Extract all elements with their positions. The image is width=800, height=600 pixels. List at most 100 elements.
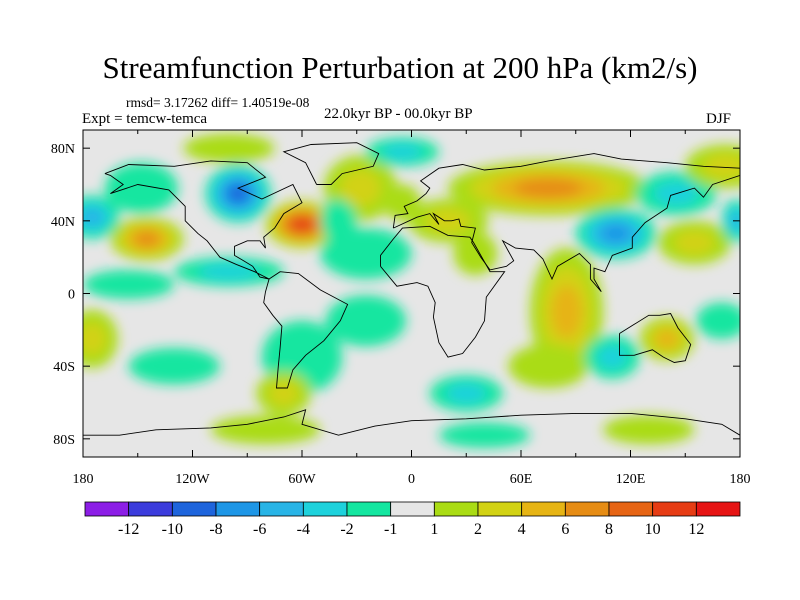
period-label: 22.0kyr BP - 00.0kyr BP — [324, 106, 473, 122]
stats-label: rmsd= 3.17262 diff= 1.40519e-08 — [126, 95, 310, 110]
colorbar-label: 12 — [688, 521, 704, 538]
anomaly-contour — [602, 224, 630, 243]
colorbar-swatch — [128, 501, 173, 517]
anomaly-blob-22 — [639, 317, 695, 361]
coastline-greenland — [282, 142, 380, 185]
anomaly-contour — [104, 162, 178, 214]
anomaly-blob-0 — [205, 164, 271, 223]
anomaly-contour — [292, 218, 312, 231]
anomaly-contour — [320, 228, 412, 279]
anomaly-blob-21 — [508, 344, 589, 388]
anomaly-blob-33 — [438, 422, 531, 448]
colorbar-swatch — [652, 501, 697, 517]
anomaly-contour — [381, 143, 423, 160]
colorbar-swatch — [433, 501, 479, 517]
anomaly-blob-30 — [429, 375, 503, 412]
anomaly-blob-25 — [83, 309, 118, 368]
colorbar-label: -12 — [118, 521, 139, 538]
coastline-antarctica — [83, 409, 740, 436]
anomaly-blob-2 — [110, 217, 184, 261]
experiment-label: Expt = temcw-temca — [82, 111, 208, 127]
anomaly-blob-1 — [265, 200, 339, 249]
anomaly-contour — [83, 208, 104, 227]
colorbar-swatch — [390, 501, 435, 517]
anomaly-contour — [508, 344, 589, 388]
anomaly-contour — [325, 295, 407, 347]
anomaly-contour — [228, 184, 248, 203]
colorbar-label: -6 — [253, 521, 266, 538]
x-tick-label: 60E — [510, 472, 533, 487]
anomaly-blob-34 — [183, 133, 275, 163]
coastlines — [83, 142, 740, 436]
coastline-australia — [619, 313, 692, 363]
y-axis: 80N 40N 0 40S 80S — [51, 142, 740, 448]
anomaly-blob-11 — [453, 231, 498, 276]
anomaly-blob-20 — [530, 248, 604, 376]
anomaly-blob-6 — [384, 184, 421, 221]
colorbar-label: -8 — [209, 521, 222, 538]
colorbar-label: -2 — [340, 521, 353, 538]
anomaly-contour — [268, 381, 300, 406]
x-axis: 180 120W 60W 0 60E 120E 180 — [73, 130, 751, 487]
anomaly-blob-24 — [696, 302, 740, 339]
colorbar-swatch — [695, 501, 741, 517]
colorbar-swatch — [346, 501, 392, 517]
coastline-africa — [380, 225, 506, 358]
coastline-south-america — [263, 271, 349, 389]
y-tick-label: 80S — [53, 433, 75, 448]
anomaly-blob-31 — [210, 415, 321, 445]
colorbar-label: 10 — [645, 521, 661, 538]
colorbar-label: 2 — [474, 521, 482, 538]
colorbar-label: 8 — [605, 521, 613, 538]
colorbar-label: 6 — [561, 521, 569, 538]
anomaly-blob-29 — [325, 295, 407, 347]
colorbar-swatch — [259, 501, 304, 517]
anomaly-contour — [183, 133, 275, 163]
y-tick-label: 40N — [51, 215, 75, 230]
anomaly-contour — [445, 383, 487, 404]
x-tick-label: 0 — [408, 472, 415, 487]
anomaly-blob-8 — [365, 137, 439, 167]
colorbar: -12 -10 -8 -6 -4 -2 -1 1 2 4 6 8 10 12 — [84, 501, 741, 538]
y-tick-label: 80N — [51, 142, 75, 157]
x-tick-label: 120E — [616, 472, 646, 487]
anomaly-blob-28 — [256, 371, 312, 416]
colorbar-label: 1 — [430, 521, 438, 538]
anomaly-blob-14 — [685, 144, 740, 189]
anomaly-contour — [384, 184, 421, 221]
colorbar-label: -10 — [162, 521, 183, 538]
anomaly-contour — [198, 263, 260, 280]
coastline-north-america — [104, 160, 303, 280]
anomaly-blob-23 — [584, 335, 640, 379]
anomaly-contour — [596, 344, 628, 370]
anomaly-blob-15 — [657, 220, 731, 265]
anomaly-contour — [210, 415, 321, 445]
anomaly-contour — [83, 322, 107, 356]
x-tick-label: 180 — [73, 472, 94, 487]
anomaly-contour — [514, 178, 583, 198]
colorbar-label: -1 — [384, 521, 397, 538]
anomaly-contour — [339, 169, 381, 207]
y-tick-label: 40S — [53, 360, 75, 375]
colorbar-swatch — [608, 501, 654, 517]
anomaly-blob-26 — [128, 348, 220, 385]
anomaly-blob-19 — [320, 228, 412, 279]
anomaly-contour — [438, 422, 531, 448]
anomaly-contour — [551, 285, 582, 338]
anomaly-blob-4 — [104, 162, 178, 214]
x-tick-label: 180 — [730, 472, 751, 487]
anomaly-contour — [453, 231, 498, 276]
anomaly-blob-32 — [603, 415, 695, 445]
colorbar-swatch — [477, 501, 523, 517]
colorbar-swatch — [564, 501, 610, 517]
colorbar-swatch — [84, 501, 130, 517]
y-tick-label: 0 — [68, 288, 75, 303]
colorbar-swatch — [215, 501, 261, 517]
anomaly-blob-3 — [83, 195, 120, 239]
coastline-eurasia — [392, 153, 740, 292]
anomaly-contour — [603, 415, 695, 445]
anomaly-contour — [696, 302, 740, 339]
colorbar-swatch — [302, 501, 348, 517]
chart-title: Streamfunction Perturbation at 200 hPa (… — [102, 50, 698, 85]
